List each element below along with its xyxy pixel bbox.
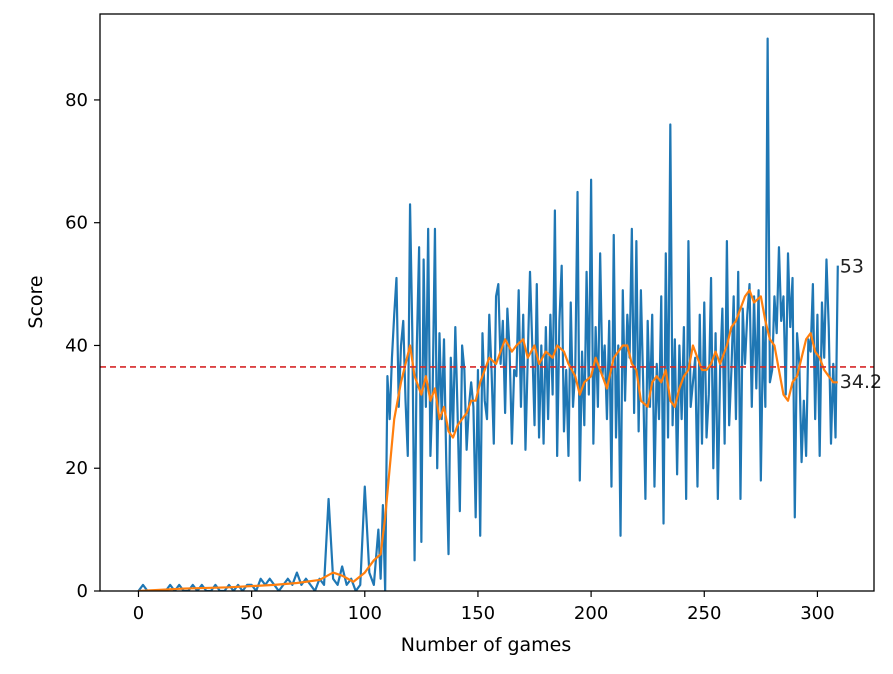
y-tick-label: 40: [65, 335, 88, 356]
x-tick-label: 300: [800, 603, 834, 624]
x-tick-label: 150: [461, 603, 495, 624]
axis-ticks: 0 50 100 150 200 250 300 0 20 40 60 80: [65, 90, 835, 624]
x-tick-label: 0: [133, 603, 144, 624]
x-tick-label: 250: [687, 603, 721, 624]
y-tick-label: 20: [65, 458, 88, 479]
last-mean-annotation: 34.2: [840, 371, 882, 393]
x-tick-label: 200: [574, 603, 608, 624]
rolling-mean-line: [138, 289, 838, 591]
plot-frame: [99, 13, 875, 592]
x-tick-label: 100: [348, 603, 382, 624]
x-axis-label: Number of games: [401, 634, 572, 656]
y-axis-label: Score: [25, 275, 47, 328]
x-tick-label: 50: [240, 603, 263, 624]
score-series-line: [137, 37, 839, 591]
y-tick-label: 60: [65, 213, 88, 234]
y-tick-label: 80: [65, 90, 88, 111]
plot-area: 53 34.2: [99, 13, 882, 592]
last-score-annotation: 53: [840, 256, 864, 278]
y-tick-label: 0: [77, 581, 88, 602]
